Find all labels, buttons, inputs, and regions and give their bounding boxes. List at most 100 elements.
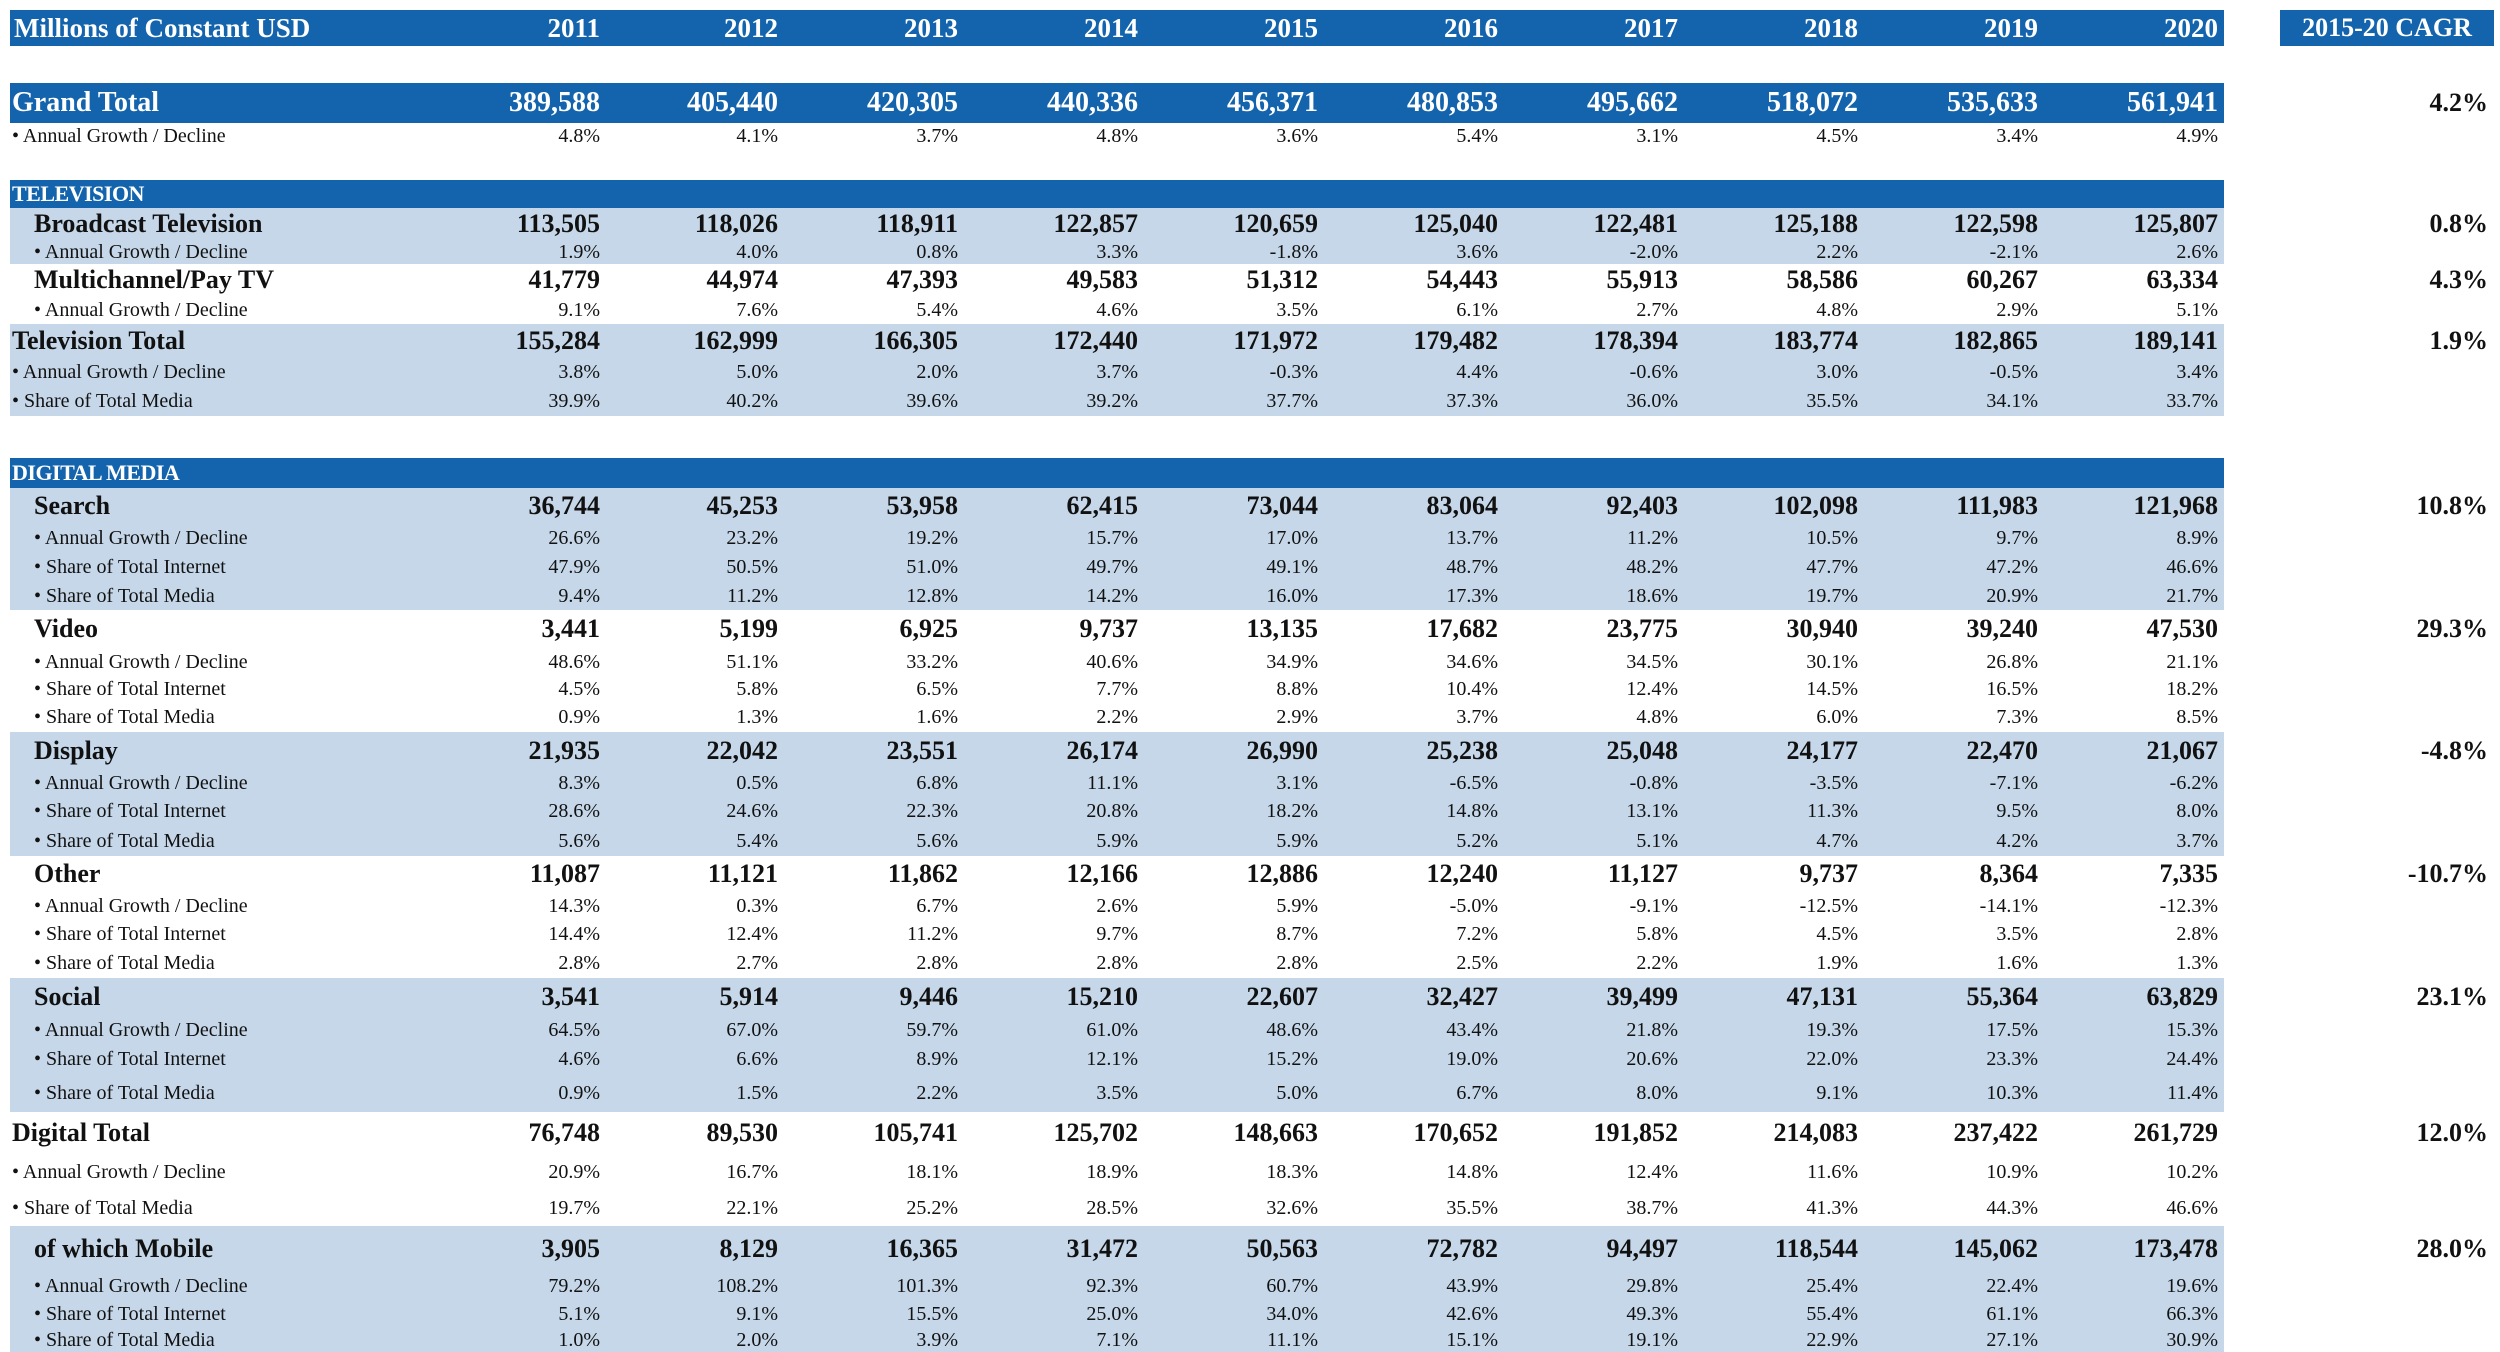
year-header: 2015	[1264, 12, 1318, 43]
value-cell: 55,913	[1606, 265, 1679, 294]
value-cell: 26,174	[1066, 736, 1139, 765]
value-cell: 9.4%	[558, 584, 600, 607]
value-cell: -0.8%	[1629, 771, 1678, 794]
value-cell: 45,253	[706, 491, 779, 520]
table-row: Social 3,541 5,914 9,446 15,210 22,607 32,427 3…	[0, 978, 2500, 1016]
row-label: • Annual Growth / Decline	[12, 360, 226, 383]
value-cell: 39.9%	[548, 389, 600, 412]
value-cell: 18.3%	[1266, 1160, 1318, 1183]
value-cell: 7.6%	[736, 298, 778, 321]
value-cell: 4.8%	[1636, 705, 1678, 728]
value-cell: 51.1%	[726, 650, 778, 673]
value-cell: -0.3%	[1269, 360, 1318, 383]
value-cell: 3.7%	[2176, 829, 2218, 852]
value-cell: 2.6%	[1096, 894, 1138, 917]
value-cell: 6,925	[899, 614, 959, 643]
value-cell: 27.1%	[1986, 1328, 2038, 1351]
value-cell: 495,662	[1587, 87, 1678, 118]
table-row: • Share of Total Internet 28.6% 24.6% 22.3%…	[0, 796, 2500, 826]
row-band	[10, 386, 2224, 416]
value-cell: 20.6%	[1626, 1047, 1678, 1070]
value-cell: 2.6%	[2176, 240, 2218, 263]
value-cell: 10.5%	[1806, 526, 1858, 549]
value-cell: 122,598	[1953, 209, 2039, 238]
value-cell: 118,544	[1774, 1234, 1858, 1263]
value-cell: 12.4%	[726, 922, 778, 945]
unit-label: Millions of Constant USD	[14, 12, 311, 43]
value-cell: 18.9%	[1086, 1160, 1138, 1183]
value-cell: 6.7%	[916, 894, 958, 917]
cagr-value: 1.9%	[2429, 326, 2489, 355]
value-cell: 5.1%	[558, 1302, 600, 1325]
cagr-value: 28.0%	[2416, 1234, 2489, 1263]
value-cell: 4.1%	[736, 124, 778, 147]
value-cell: 5.9%	[1096, 829, 1138, 852]
value-cell: 9.7%	[1996, 526, 2038, 549]
value-cell: 16,365	[886, 1234, 959, 1263]
row-band	[10, 240, 2224, 264]
value-cell: 8.3%	[558, 771, 600, 794]
value-cell: 47,131	[1786, 982, 1859, 1011]
value-cell: 23.3%	[1986, 1047, 2038, 1070]
cagr-value: 12.0%	[2416, 1118, 2489, 1147]
value-cell: 3.7%	[1096, 360, 1138, 383]
value-cell: 48.6%	[1266, 1018, 1318, 1041]
row-band	[10, 1016, 2224, 1044]
value-cell: 22.3%	[906, 799, 958, 822]
value-cell: 2.8%	[1276, 951, 1318, 974]
value-cell: 8.8%	[1276, 677, 1318, 700]
value-cell: 5.4%	[1456, 124, 1498, 147]
row-band	[10, 1328, 2224, 1352]
table-row: • Annual Growth / Decline 14.3% 0.3% 6.7% 2.…	[0, 892, 2500, 920]
value-cell: 39.6%	[906, 389, 958, 412]
value-cell: 1.0%	[558, 1328, 600, 1351]
value-cell: 2.2%	[1636, 951, 1678, 974]
value-cell: 33.7%	[2166, 389, 2218, 412]
value-cell: 2.9%	[1276, 705, 1318, 728]
value-cell: 4.7%	[1816, 829, 1858, 852]
value-cell: 162,999	[693, 326, 779, 355]
value-cell: 47,393	[886, 265, 959, 294]
value-cell: 25,048	[1606, 736, 1679, 765]
row-band	[10, 324, 2224, 358]
table-row: • Share of Total Media 0.9% 1.3% 1.6% 2.2% 2.…	[0, 702, 2500, 732]
value-cell: 31,472	[1066, 1234, 1139, 1263]
value-cell: 0.9%	[558, 1081, 600, 1104]
value-cell: 30,940	[1786, 614, 1859, 643]
value-cell: 15,210	[1066, 982, 1139, 1011]
value-cell: 23.2%	[726, 526, 778, 549]
table-row: • Share of Total Media 39.9% 40.2% 39.6% 39.…	[0, 386, 2500, 416]
value-cell: 36.0%	[1626, 389, 1678, 412]
row-band	[10, 1300, 2224, 1328]
value-cell: 19.7%	[548, 1196, 600, 1219]
value-cell: 54,443	[1426, 265, 1499, 294]
value-cell: 0.8%	[916, 240, 958, 263]
value-cell: 25,238	[1426, 736, 1499, 765]
value-cell: 13,135	[1246, 614, 1319, 643]
row-label: Grand Total	[12, 87, 160, 118]
row-label: • Share of Total Media	[12, 389, 193, 412]
table-row: • Share of Total Internet 47.9% 50.5% 51.0%…	[0, 552, 2500, 582]
value-cell: 48.6%	[548, 650, 600, 673]
value-cell: 12.8%	[906, 584, 958, 607]
cagr-value: 23.1%	[2416, 982, 2489, 1011]
value-cell: 125,807	[2133, 209, 2219, 238]
cagr-value: -4.8%	[2420, 736, 2488, 765]
year-header: 2017	[1624, 12, 1678, 43]
value-cell: 4.6%	[1096, 298, 1138, 321]
value-cell: 4.4%	[1456, 360, 1498, 383]
value-cell: 18.6%	[1626, 584, 1678, 607]
row-label: Search	[34, 491, 111, 520]
table-row: Other 11,087 11,121 11,862 12,166 12,886 12,24…	[0, 856, 2500, 892]
value-cell: 6.8%	[916, 771, 958, 794]
value-cell: 8.7%	[1276, 922, 1318, 945]
value-cell: 64.5%	[548, 1018, 600, 1041]
value-cell: 33.2%	[906, 650, 958, 673]
row-band	[10, 732, 2224, 770]
value-cell: -12.5%	[1799, 894, 1858, 917]
value-cell: 22.9%	[1806, 1328, 1858, 1351]
table-row: Multichannel/Pay TV 41,779 44,974 47,393 49,…	[0, 264, 2500, 296]
value-cell: 9,737	[1079, 614, 1139, 643]
row-label: • Annual Growth / Decline	[34, 1274, 248, 1297]
